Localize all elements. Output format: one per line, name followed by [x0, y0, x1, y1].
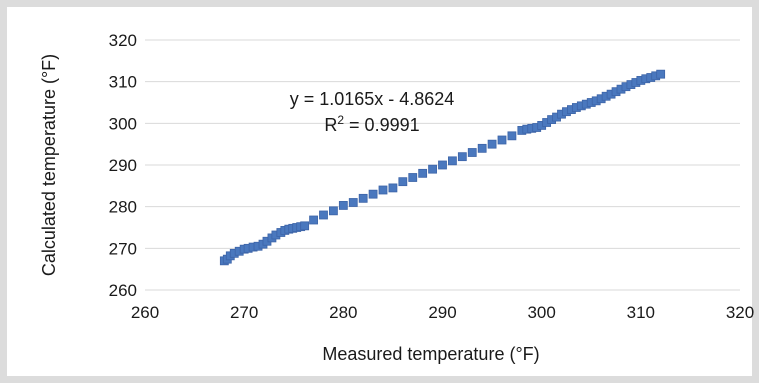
- r-squared-superscript: 2: [337, 113, 344, 127]
- data-point: [378, 185, 388, 195]
- data-point: [329, 206, 338, 216]
- data-point: [338, 201, 348, 210]
- data-point: [319, 210, 328, 220]
- y-axis-title: Calculated temperature (°F): [39, 54, 59, 276]
- data-point: [438, 160, 447, 170]
- data-point: [497, 135, 507, 145]
- data-point: [309, 215, 318, 225]
- trendline-equation: y = 1.0165x - 4.8624: [290, 89, 455, 109]
- data-point: [428, 164, 437, 174]
- y-tick-label: 300: [109, 114, 137, 133]
- y-tick-label: 280: [109, 198, 137, 217]
- data-point: [467, 148, 477, 157]
- x-tick-label: 280: [329, 303, 357, 322]
- data-point: [507, 131, 517, 141]
- data-point: [398, 177, 408, 187]
- data-point: [368, 189, 378, 199]
- y-tick-label: 310: [109, 73, 137, 92]
- r-squared-label: R2 = 0.9991: [324, 113, 419, 135]
- data-point: [418, 168, 428, 178]
- r-squared-value: = 0.9991: [344, 115, 420, 135]
- x-tick-label: 300: [527, 303, 555, 322]
- y-axis-ticks: 260 270 280 290 300 310 320: [109, 31, 137, 300]
- r-squared-prefix: R: [324, 115, 337, 135]
- data-points: [219, 69, 666, 266]
- y-tick-label: 290: [109, 156, 137, 175]
- data-point: [656, 69, 666, 79]
- data-point: [358, 193, 368, 203]
- x-axis-title: Measured temperature (°F): [322, 344, 539, 364]
- data-point: [487, 139, 497, 149]
- x-tick-label: 270: [230, 303, 258, 322]
- data-point: [448, 156, 457, 166]
- data-point: [388, 183, 398, 193]
- x-tick-label: 260: [131, 303, 159, 322]
- data-point: [300, 221, 310, 231]
- x-axis-ticks: 260 270 280 290 300 310 320: [131, 303, 754, 322]
- data-point: [477, 143, 487, 153]
- x-tick-label: 320: [726, 303, 754, 322]
- y-tick-label: 260: [109, 281, 137, 300]
- data-point: [408, 173, 418, 182]
- data-point: [457, 152, 467, 162]
- x-tick-label: 290: [428, 303, 456, 322]
- data-point: [348, 198, 358, 207]
- y-tick-label: 320: [109, 31, 137, 50]
- y-tick-label: 270: [109, 239, 137, 258]
- x-tick-label: 310: [627, 303, 655, 322]
